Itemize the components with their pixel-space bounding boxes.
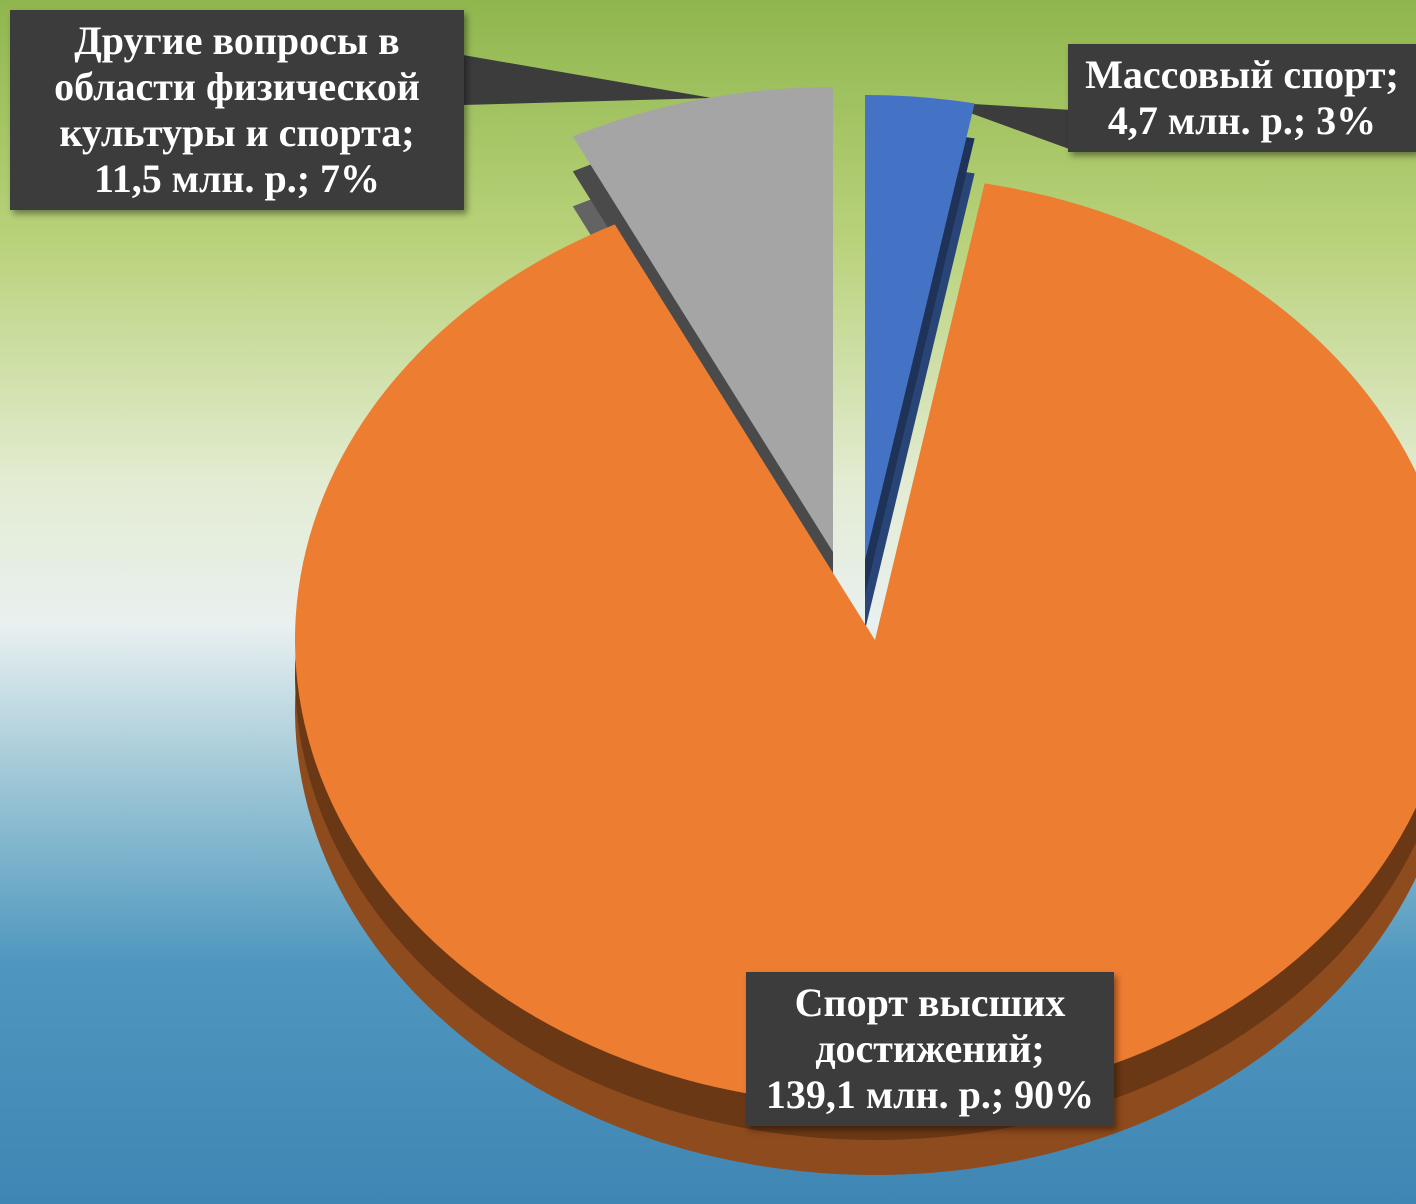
label-text: Спорт высших достижений; <box>794 980 1066 1071</box>
label-text: 139,1 млн. р.; 90% <box>765 1072 1095 1117</box>
slice <box>865 95 975 560</box>
label-text: 4,7 млн. р.; 3% <box>1107 98 1377 143</box>
leader-line <box>940 102 1072 150</box>
label-text: Другие вопросы в области физической куль… <box>54 18 420 155</box>
data-label: Спорт высших достижений; 139,1 млн. р.; 9… <box>746 972 1114 1126</box>
leader-line <box>463 55 712 105</box>
label-text: 11,5 млн. р.; 7% <box>93 156 381 201</box>
slice <box>572 87 833 552</box>
data-label: Другие вопросы в области физической куль… <box>10 10 464 210</box>
slice <box>295 183 1416 1105</box>
data-label: Массовый спорт; 4,7 млн. р.; 3% <box>1068 44 1416 152</box>
label-text: Массовый спорт; <box>1085 52 1399 97</box>
